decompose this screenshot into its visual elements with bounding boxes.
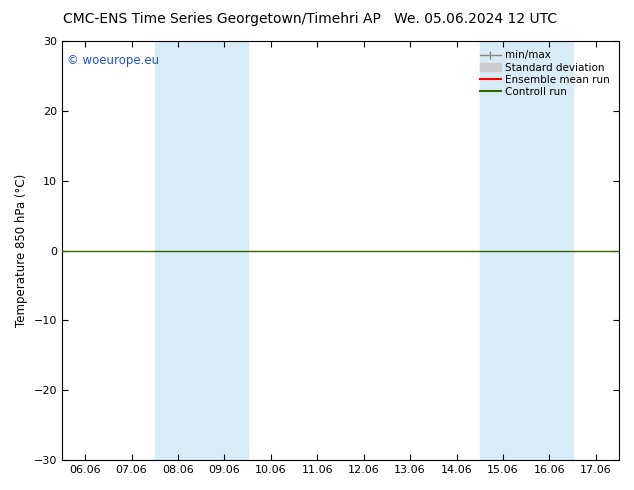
Text: © woeurope.eu: © woeurope.eu: [67, 53, 160, 67]
Legend: min/max, Standard deviation, Ensemble mean run, Controll run: min/max, Standard deviation, Ensemble me…: [476, 46, 614, 101]
Bar: [526, 41, 573, 460]
Bar: [155, 41, 201, 460]
Text: CMC-ENS Time Series Georgetown/Timehri AP: CMC-ENS Time Series Georgetown/Timehri A…: [63, 12, 381, 26]
Y-axis label: Temperature 850 hPa (°C): Temperature 850 hPa (°C): [15, 174, 28, 327]
Text: We. 05.06.2024 12 UTC: We. 05.06.2024 12 UTC: [394, 12, 557, 26]
Bar: [480, 41, 526, 460]
Bar: [201, 41, 248, 460]
